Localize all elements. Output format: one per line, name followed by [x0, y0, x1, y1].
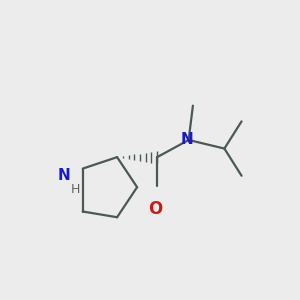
- Text: N: N: [181, 133, 194, 148]
- Text: H: H: [71, 183, 80, 196]
- Text: N: N: [58, 168, 70, 183]
- Text: O: O: [148, 200, 163, 218]
